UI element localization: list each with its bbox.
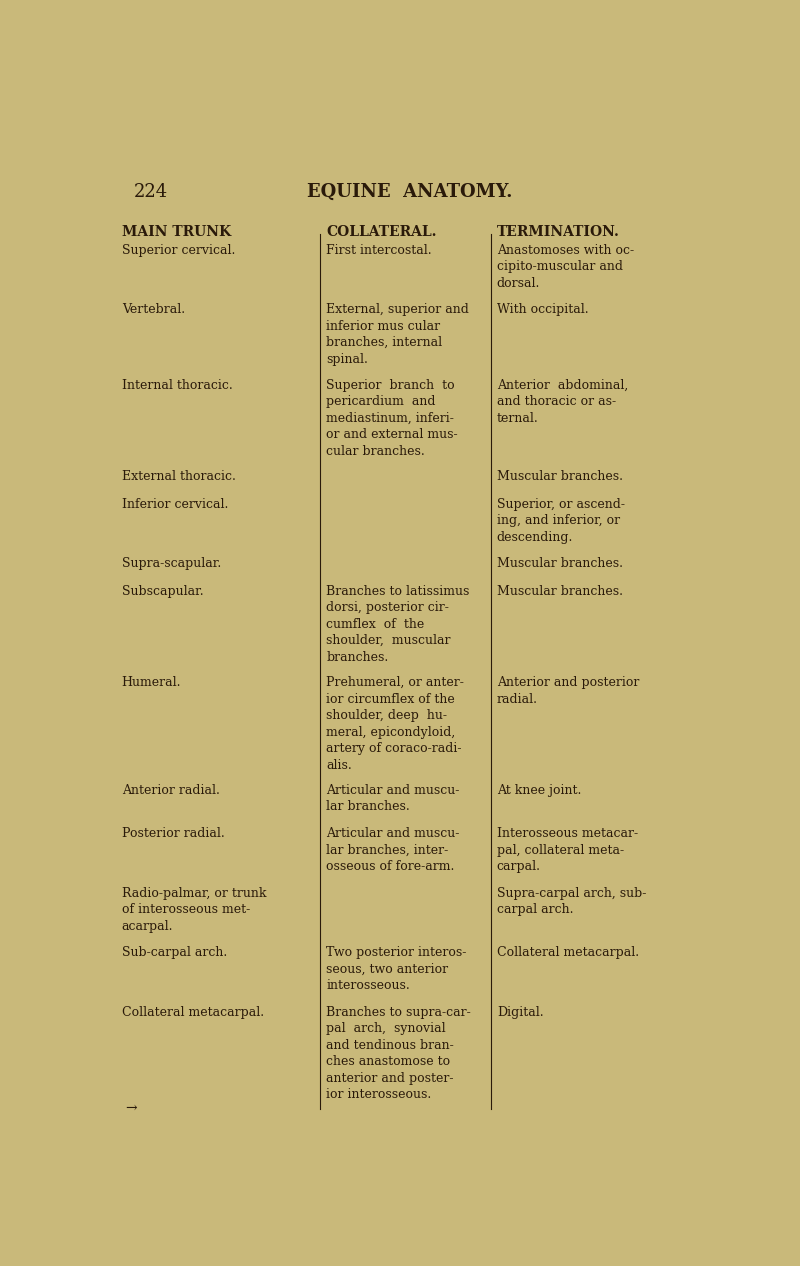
Text: Digital.: Digital. — [497, 1005, 543, 1019]
Text: Muscular branches.: Muscular branches. — [497, 557, 622, 570]
Text: EQUINE  ANATOMY.: EQUINE ANATOMY. — [307, 184, 513, 201]
Text: Superior  branch  to
pericardium  and
mediastinum, inferi-
or and external mus-
: Superior branch to pericardium and media… — [326, 379, 458, 457]
Text: External, superior and
inferior mus cular
branches, internal
spinal.: External, superior and inferior mus cula… — [326, 303, 469, 366]
Text: Collateral metacarpal.: Collateral metacarpal. — [122, 1005, 264, 1019]
Text: Internal thoracic.: Internal thoracic. — [122, 379, 233, 391]
Text: Branches to latissimus
dorsi, posterior cir-
cumflex  of  the
shoulder,  muscula: Branches to latissimus dorsi, posterior … — [326, 585, 470, 663]
Text: Anterior and posterior
radial.: Anterior and posterior radial. — [497, 676, 639, 705]
Text: Subscapular.: Subscapular. — [122, 585, 203, 598]
Text: MAIN TRUNK: MAIN TRUNK — [122, 225, 231, 239]
Text: Sub-carpal arch.: Sub-carpal arch. — [122, 946, 227, 960]
Text: External thoracic.: External thoracic. — [122, 470, 235, 484]
Text: Anterior  abdominal,
and thoracic or as-
ternal.: Anterior abdominal, and thoracic or as- … — [497, 379, 628, 424]
Text: Posterior radial.: Posterior radial. — [122, 827, 225, 841]
Text: Superior, or ascend-
ing, and inferior, or
descending.: Superior, or ascend- ing, and inferior, … — [497, 498, 625, 543]
Text: Muscular branches.: Muscular branches. — [497, 470, 622, 484]
Text: Articular and muscu-
lar branches, inter-
osseous of fore-arm.: Articular and muscu- lar branches, inter… — [326, 827, 460, 874]
Text: Articular and muscu-
lar branches.: Articular and muscu- lar branches. — [326, 784, 460, 813]
Text: First intercostal.: First intercostal. — [326, 243, 432, 257]
Text: Humeral.: Humeral. — [122, 676, 181, 689]
Text: With occipital.: With occipital. — [497, 303, 589, 316]
Text: Muscular branches.: Muscular branches. — [497, 585, 622, 598]
Text: →: → — [125, 1101, 137, 1115]
Text: Collateral metacarpal.: Collateral metacarpal. — [497, 946, 639, 960]
Text: COLLATERAL.: COLLATERAL. — [326, 225, 437, 239]
Text: 224: 224 — [134, 184, 168, 201]
Text: Supra-carpal arch, sub-
carpal arch.: Supra-carpal arch, sub- carpal arch. — [497, 886, 646, 917]
Text: Inferior cervical.: Inferior cervical. — [122, 498, 228, 510]
Text: Two posterior interos-
seous, two anterior
interosseous.: Two posterior interos- seous, two anteri… — [326, 946, 466, 993]
Text: Interosseous metacar-
pal, collateral meta-
carpal.: Interosseous metacar- pal, collateral me… — [497, 827, 638, 874]
Text: Branches to supra-car-
pal  arch,  synovial
and tendinous bran-
ches anastomose : Branches to supra-car- pal arch, synovia… — [326, 1005, 471, 1101]
Text: At knee joint.: At knee joint. — [497, 784, 581, 796]
Text: Superior cervical.: Superior cervical. — [122, 243, 235, 257]
Text: Anastomoses with oc-
cipito-muscular and
dorsal.: Anastomoses with oc- cipito-muscular and… — [497, 243, 634, 290]
Text: TERMINATION.: TERMINATION. — [497, 225, 620, 239]
Text: Supra-scapular.: Supra-scapular. — [122, 557, 221, 570]
Text: Anterior radial.: Anterior radial. — [122, 784, 219, 796]
Text: Radio-palmar, or trunk
of interosseous met-
acarpal.: Radio-palmar, or trunk of interosseous m… — [122, 886, 266, 933]
Text: Vertebral.: Vertebral. — [122, 303, 185, 316]
Text: Prehumeral, or anter-
ior circumflex of the
shoulder, deep  hu-
meral, epicondyl: Prehumeral, or anter- ior circumflex of … — [326, 676, 464, 771]
